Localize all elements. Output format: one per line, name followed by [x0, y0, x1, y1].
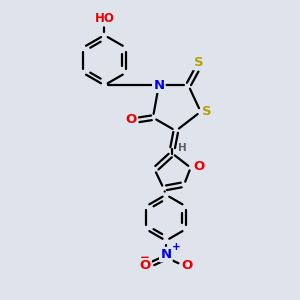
Text: O: O — [139, 259, 150, 272]
Text: O: O — [182, 259, 193, 272]
Text: S: S — [202, 105, 212, 118]
Text: N: N — [153, 79, 164, 92]
Text: N: N — [160, 248, 172, 261]
Text: +: + — [172, 242, 181, 251]
Text: −: − — [140, 251, 150, 264]
Text: O: O — [125, 113, 137, 126]
Text: S: S — [194, 56, 203, 69]
Text: O: O — [193, 160, 205, 173]
Text: HO: HO — [94, 12, 114, 25]
Text: H: H — [178, 142, 187, 153]
